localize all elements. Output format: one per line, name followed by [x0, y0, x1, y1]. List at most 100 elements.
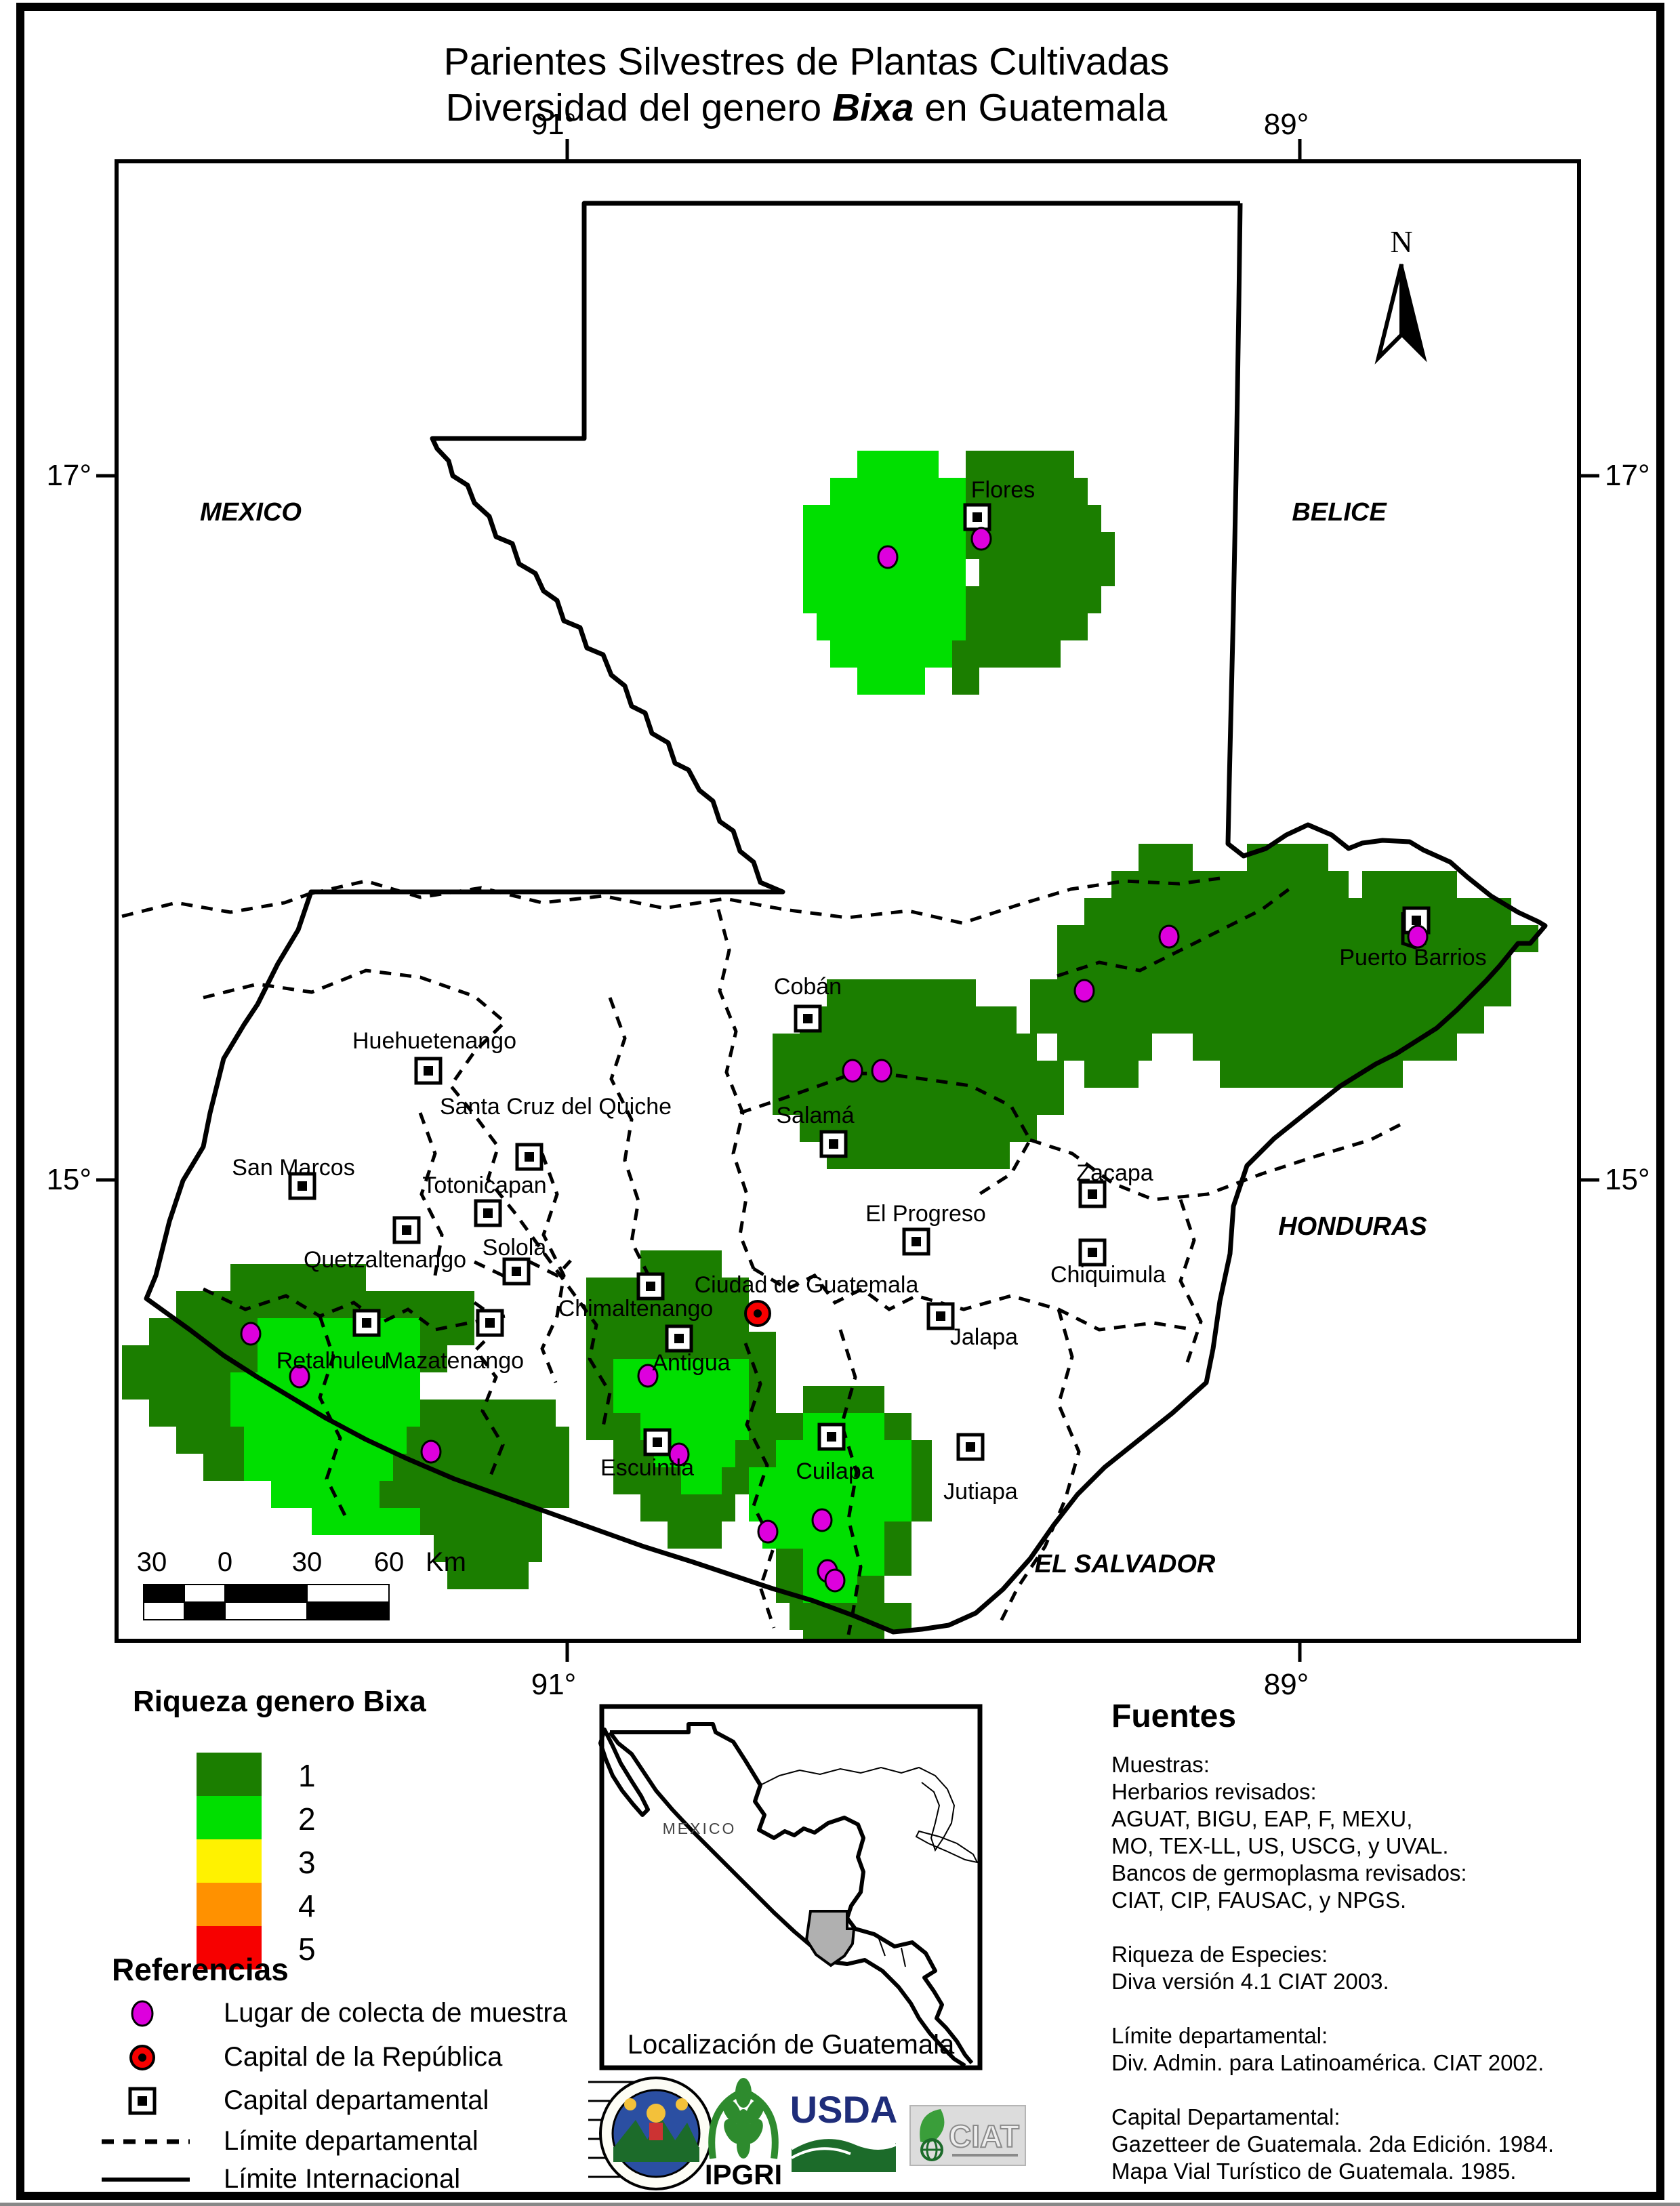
departmental-limit-line — [996, 1309, 1081, 1629]
capital-departamental-dot — [424, 1066, 433, 1076]
richness-cell-band — [884, 1549, 911, 1576]
reference-label: Límite Internacional — [224, 2164, 460, 2194]
collection-dot-icon — [1073, 979, 1095, 1003]
richness-cell-band — [952, 640, 1061, 668]
north-arrow-left-icon — [1374, 264, 1404, 365]
capital-departamental-dot — [911, 1237, 921, 1246]
city-label-santa-cruz-del-quiche: Santa Cruz del Quiche — [440, 1094, 672, 1120]
richness-cell-band — [176, 1291, 474, 1318]
richness-cell-band — [122, 1372, 230, 1400]
capital-departamental-dot — [646, 1282, 655, 1291]
source-line: Capital Departamental: — [1111, 2104, 1340, 2129]
richness-cell-band — [857, 451, 939, 478]
capital-departamental-dot — [1088, 1248, 1097, 1257]
capital-departamental-dot — [829, 1139, 838, 1149]
city-label-quetzaltenango: Quetzaltenango — [304, 1247, 466, 1273]
page-border — [16, 3, 1664, 2200]
richness-cell-band — [827, 1142, 1010, 1169]
richness-cell-band — [420, 1508, 542, 1535]
capital-departamental-dot — [512, 1267, 521, 1276]
collection-dot-icon — [420, 1439, 442, 1464]
capital-departamental-dot — [525, 1152, 534, 1162]
richness-cell-band — [827, 979, 976, 1006]
richness-cell-band — [911, 1494, 932, 1521]
ipgri-logo-icon: IPGRI — [705, 2078, 782, 2190]
inset-coastline-thick — [845, 1917, 974, 2064]
legend-value-1: 1 — [298, 1758, 316, 1793]
richness-cell-band — [122, 1345, 258, 1372]
richness-cell-band — [966, 613, 1088, 640]
richness-cell-band — [1193, 1034, 1457, 1061]
richness-cell-band — [434, 1535, 542, 1562]
north-arrow-right-icon — [1400, 264, 1427, 363]
richness-cell-band — [803, 1630, 884, 1639]
richness-cell-band — [803, 1386, 884, 1413]
usda-logo-text: USDA — [790, 2088, 898, 2131]
richness-cell-band — [1084, 1061, 1139, 1088]
source-line: Mapa Vial Turístico de Guatemala. 1985. — [1111, 2159, 1516, 2184]
ipgri-logo-text: IPGRI — [705, 2159, 782, 2190]
capital-departamental-dot — [803, 1014, 813, 1023]
collection-dot-icon — [811, 1508, 833, 1532]
lat-north-right: 17° — [1605, 459, 1650, 492]
richness-cell-band — [244, 1454, 393, 1481]
lon-west-bottom: 91° — [531, 1668, 577, 1701]
departmental-limit-line — [743, 1343, 776, 1629]
richness-cell-band — [776, 1549, 803, 1576]
richness-cell-band — [1057, 1034, 1152, 1061]
collection-dot-icon — [131, 2000, 154, 2027]
richness-cell-band — [1084, 898, 1511, 925]
richness-cell-band — [613, 1359, 749, 1386]
richness-cell-band — [258, 1318, 420, 1345]
richness-cell-band — [230, 1264, 366, 1291]
ciat-logo-icon: CIAT — [909, 2105, 1026, 2166]
richness-cell-band — [857, 668, 925, 695]
richness-cell-band — [830, 640, 952, 668]
richness-cell-band — [312, 1508, 420, 1535]
richness-cell-band — [230, 1400, 420, 1427]
richness-cell-band — [749, 1413, 776, 1440]
scale-bar-segment — [184, 1584, 226, 1603]
city-label-chimaltenango: Chimaltenango — [558, 1296, 714, 1322]
logos-row: IPGRI USDA CIAT — [588, 2077, 1026, 2190]
capital-departamental-dot — [362, 1318, 371, 1328]
collection-dot-icon — [668, 1442, 690, 1467]
lon-east-top: 89° — [1264, 108, 1309, 141]
city-label-jutiapa: Jutiapa — [943, 1479, 1018, 1505]
legend-value-5: 5 — [298, 1932, 316, 1967]
richness-cell-band — [1247, 844, 1328, 871]
departmental-limit-line — [418, 1112, 444, 1276]
capital-departamental-dot — [827, 1432, 836, 1442]
collection-dot-icon — [970, 527, 992, 551]
source-line: Gazetteer de Guatemala. 2da Edición. 198… — [1111, 2131, 1554, 2157]
legend-swatch-2 — [197, 1796, 262, 1839]
city-label-chiquimula: Chiquimula — [1050, 1262, 1166, 1288]
source-line: Muestras: — [1111, 1752, 1210, 1777]
city-label-solola: Solola — [483, 1235, 547, 1261]
departmental-limit-line — [203, 968, 612, 1427]
richness-cell-band — [258, 1345, 420, 1372]
capital-republic-center — [754, 1309, 762, 1318]
source-line: Riqueza de Especies: — [1111, 1942, 1328, 1967]
references-title: Referencias — [112, 1952, 289, 1987]
collection-dot-icon — [757, 1519, 779, 1544]
legend-swatch-5 — [197, 1926, 262, 1969]
richness-cell-band — [393, 1454, 569, 1481]
collection-dot-icon — [824, 1568, 846, 1593]
map-title-line1: Parientes Silvestres de Plantas Cultivad… — [444, 40, 1170, 83]
source-line: CIAT, CIP, FAUSAC, y NPGS. — [1111, 1887, 1406, 1913]
scale-unit-label: Km — [426, 1547, 466, 1577]
richness-cell-band — [447, 1562, 529, 1589]
richness-cell-band — [271, 1481, 380, 1508]
scale-bar-segment — [224, 1584, 308, 1603]
references-items: Lugar de colecta de muestra Capital de la… — [102, 1998, 568, 2194]
richness-cell-band — [1057, 952, 1511, 979]
sources-lines: Muestras:Herbarios revisados:AGUAT, BIGU… — [1111, 1752, 1554, 2184]
lat-south-right: 15° — [1605, 1163, 1650, 1196]
richness-cell-band — [668, 1521, 722, 1549]
richness-cell-band — [1030, 979, 1511, 1006]
scale-label: 0 — [218, 1547, 232, 1577]
departmental-limit-line — [838, 1329, 863, 1635]
city-label-cuilapa: Cuilapa — [796, 1458, 874, 1484]
